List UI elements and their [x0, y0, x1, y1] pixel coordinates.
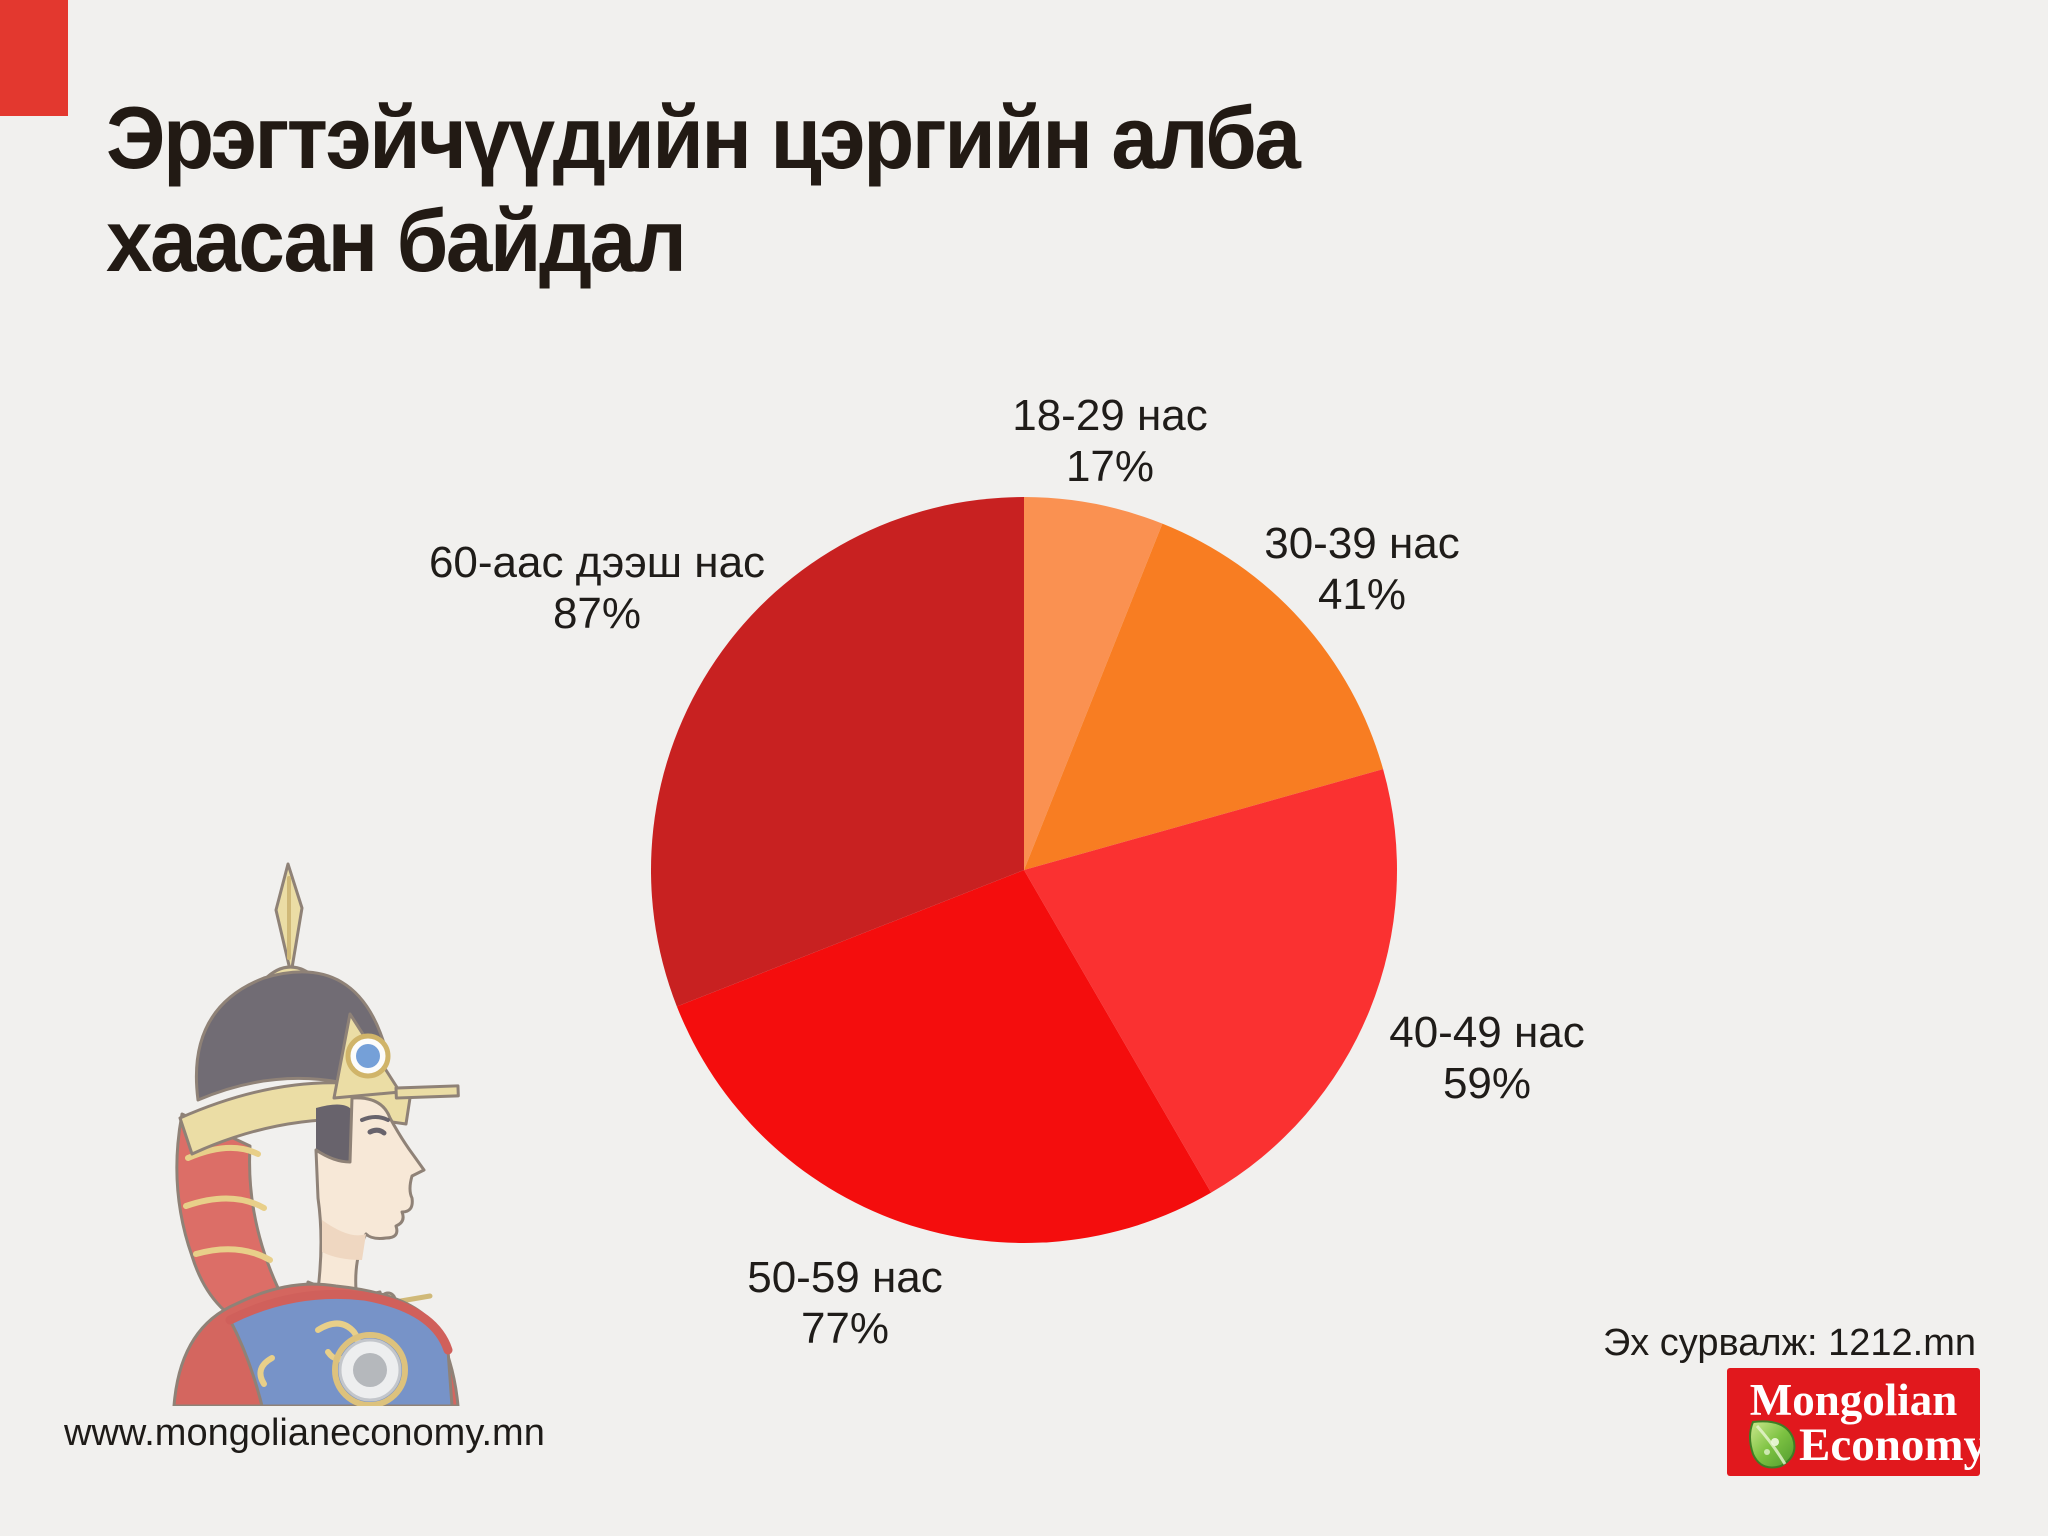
mongolian-soldier-illustration	[172, 862, 460, 1406]
slice-value-text: 59%	[1442, 1059, 1532, 1108]
source-text: Эх сурвалж: 1212.mn	[1602, 1322, 1976, 1364]
mongolian-economy-logo: Mongolian Economy	[1727, 1368, 1980, 1476]
accent-square	[0, 0, 68, 116]
slice-label-40-49: 40-49 нас 59%	[1389, 1007, 1585, 1109]
title-line-2: хаасан байдал	[106, 191, 687, 290]
pie-slice-40-49 нас	[1024, 769, 1397, 1193]
title-line-1: Эрэгтэйчүүдийн цэргийн алба	[106, 88, 1301, 187]
slice-value-text: 87%	[552, 589, 642, 638]
slice-label-60-plus: 60-аас дээш нас 87%	[429, 537, 765, 639]
logo-text-line-2: Economy	[1799, 1419, 1980, 1471]
slice-label-text: 50-59 нас	[747, 1253, 943, 1302]
leaf-icon	[1749, 1420, 1796, 1469]
slice-value-text: 17%	[1065, 442, 1155, 491]
pie-slice-60-аас дээш нас	[651, 497, 1024, 1007]
slice-label-18-29: 18-29 нас 17%	[1012, 390, 1208, 492]
slice-value-text: 77%	[800, 1304, 890, 1353]
slice-label-text: 30-39 нас	[1264, 519, 1460, 568]
slice-value-text: 41%	[1317, 570, 1407, 619]
website-url: www.mongolianeconomy.mn	[64, 1412, 545, 1454]
slice-label-50-59: 50-59 нас 77%	[747, 1252, 943, 1354]
slice-label-text: 60-аас дээш нас	[428, 538, 766, 587]
pie-slice-18-29 нас	[1024, 497, 1163, 870]
pie-slice-30-39 нас	[1024, 523, 1384, 870]
page-title: Эрэгтэйчүүдийн цэргийн алба хаасан байдал	[106, 86, 1301, 292]
pie-chart-svg	[651, 497, 1397, 1243]
medallion	[332, 1332, 408, 1406]
slice-label-text: 40-49 нас	[1389, 1008, 1585, 1057]
pie-slice-50-59 нас	[676, 870, 1212, 1243]
logo-text-line-1: Mongolian	[1749, 1375, 1958, 1425]
slice-label-text: 18-29 нас	[1012, 391, 1208, 440]
pie-chart	[651, 497, 1397, 1243]
slice-label-30-39: 30-39 нас 41%	[1264, 518, 1460, 620]
